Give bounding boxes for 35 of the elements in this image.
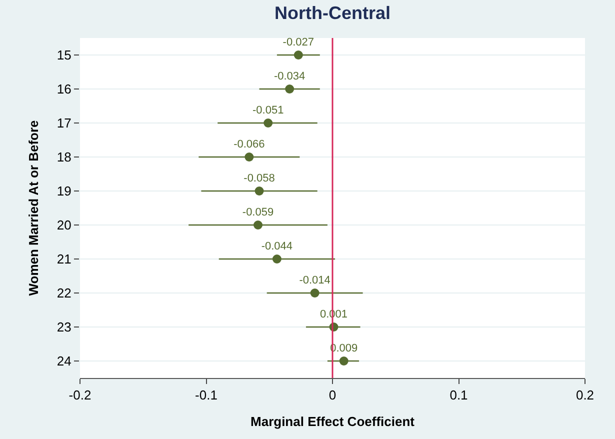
x-tick-label: 0 xyxy=(328,388,336,403)
point xyxy=(254,220,263,230)
y-tick-label: 15 xyxy=(56,48,72,63)
y-tick-label: 24 xyxy=(56,354,72,369)
y-tick-label: 16 xyxy=(56,82,72,97)
y-tick-label: 20 xyxy=(56,218,72,233)
y-tick-label: 22 xyxy=(56,286,72,301)
data-label: -0.058 xyxy=(244,172,275,185)
y-tick-label: 17 xyxy=(56,116,72,131)
data-label: -0.044 xyxy=(261,240,293,253)
data-label: -0.066 xyxy=(234,138,265,151)
point xyxy=(294,50,303,60)
data-label: -0.034 xyxy=(274,70,306,83)
x-tick-label: -0.1 xyxy=(195,388,218,403)
y-tick-label: 21 xyxy=(56,252,72,267)
y-tick-label: 18 xyxy=(56,150,72,165)
data-label: -0.059 xyxy=(242,206,274,219)
chart-title: North-Central xyxy=(274,3,390,24)
data-label: -0.014 xyxy=(299,274,330,287)
x-axis-title: Marginal Effect Coefficient xyxy=(250,414,416,430)
y-tick-label: 23 xyxy=(56,320,72,335)
x-tick-label: -0.2 xyxy=(68,388,92,403)
point xyxy=(272,254,282,264)
data-label: -0.027 xyxy=(282,36,314,49)
point xyxy=(254,186,264,196)
point xyxy=(339,356,348,366)
x-tick-label: 0.2 xyxy=(576,388,594,403)
data-label: -0.051 xyxy=(252,104,284,117)
point xyxy=(285,84,294,94)
x-tick-label: 0.1 xyxy=(450,388,468,403)
point xyxy=(244,152,254,162)
point xyxy=(310,288,320,298)
y-tick-label: 19 xyxy=(56,184,72,199)
point xyxy=(264,118,273,128)
y-axis-title: Women Married At or Before xyxy=(26,120,41,296)
